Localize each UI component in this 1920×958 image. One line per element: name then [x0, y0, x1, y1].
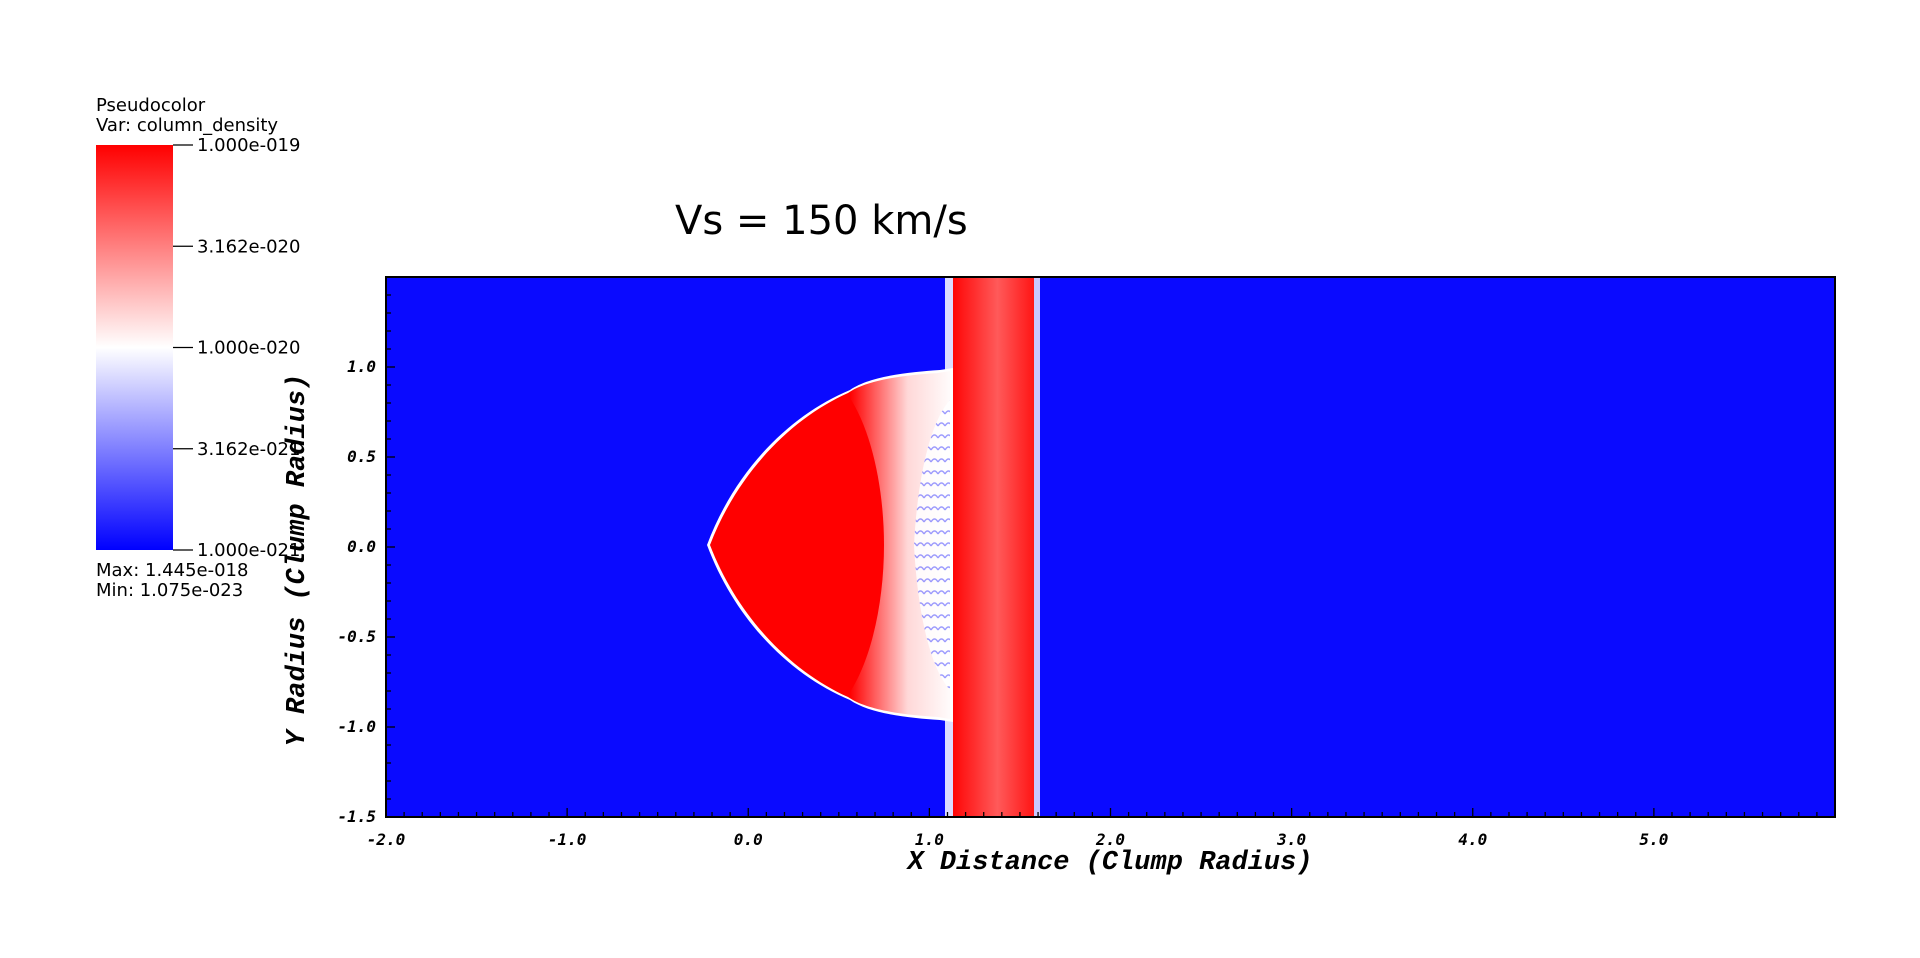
- x-tick-label: -2.0: [367, 830, 406, 849]
- y-tick-label: -0.5: [337, 627, 376, 646]
- plot-area: [386, 277, 1835, 817]
- clump-inner-red: [712, 395, 884, 695]
- x-tick-label: 3.0: [1276, 830, 1306, 849]
- background-field: [386, 277, 1835, 817]
- x-tick-label: 5.0: [1639, 830, 1668, 849]
- legend-ticks: 1.000e-019 3.162e-020 1.000e-020 3.162e-021…: [173, 135, 300, 561]
- x-tick-label: 2.0: [1095, 830, 1125, 849]
- legend-colorbar: [96, 145, 173, 550]
- legend-tick-label: 1.000e-021: [197, 540, 300, 561]
- legend-tick-label: 3.162e-020: [197, 236, 300, 257]
- y-tick-label: -1.5: [337, 807, 376, 826]
- x-tick-label: 4.0: [1458, 830, 1487, 849]
- plot-title: Vs = 150 km/s: [675, 198, 968, 244]
- x-tick-label: -1.0: [548, 830, 587, 849]
- x-axis-title: X Distance (Clump Radius): [905, 848, 1312, 878]
- y-tick-label: 0.5: [347, 447, 376, 466]
- color-legend: Pseudocolor Var: column_density 1.000e-0…: [96, 95, 300, 601]
- legend-tick-label: 1.000e-020: [197, 338, 300, 359]
- shock-band: [953, 277, 1034, 817]
- y-tick-labels: -1.5 -1.0 -0.5 0.0 0.5 1.0: [337, 357, 376, 826]
- legend-tick-label: 1.000e-019: [197, 135, 300, 156]
- y-axis-title: Y Radius (Clump Radius): [283, 374, 313, 747]
- axis-ticks: [385, 276, 1836, 818]
- y-tick-label: 1.0: [347, 357, 376, 376]
- shock-front-edge: [1034, 277, 1040, 817]
- legend-plot-type: Pseudocolor: [96, 95, 206, 116]
- legend-tick-label: 3.162e-021: [197, 439, 300, 460]
- legend-max: Max: 1.445e-018: [96, 560, 248, 581]
- fringe-region: [914, 400, 950, 690]
- y-tick-label: 0.0: [347, 537, 376, 556]
- legend-variable: Var: column_density: [96, 115, 278, 136]
- x-tick-labels: -2.0 -1.0 0.0 1.0 2.0 3.0 4.0 5.0: [367, 830, 1669, 849]
- x-tick-label: 1.0: [915, 830, 944, 849]
- x-tick-label: 0.0: [734, 830, 763, 849]
- legend-min: Min: 1.075e-023: [96, 580, 243, 601]
- y-tick-label: -1.0: [337, 717, 376, 736]
